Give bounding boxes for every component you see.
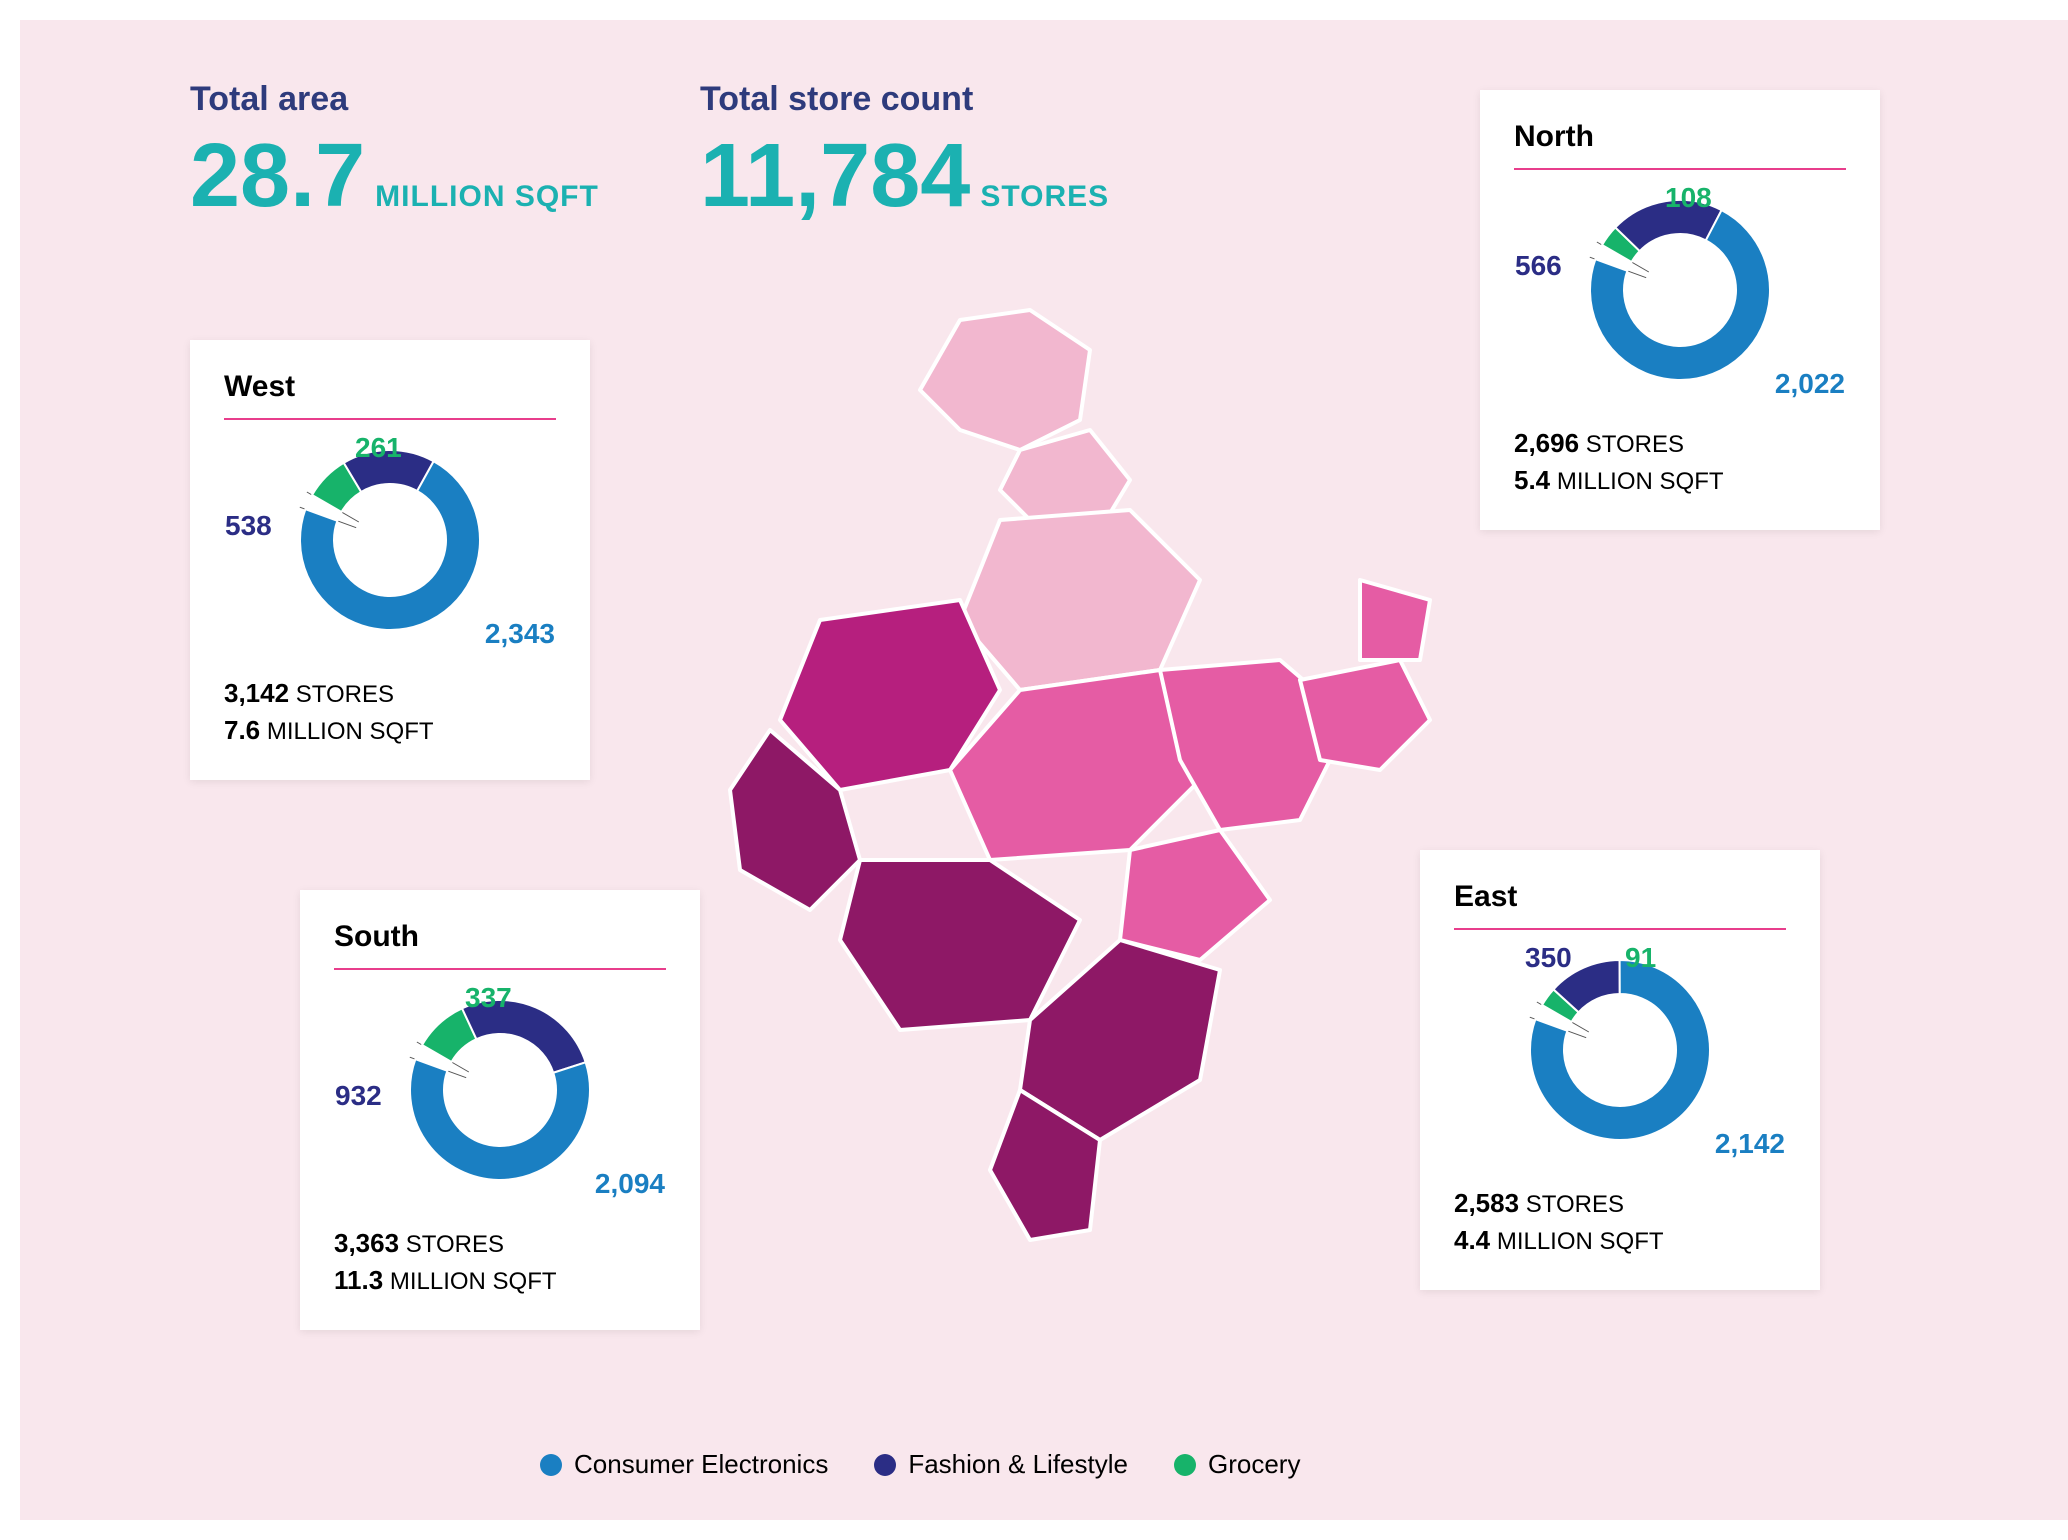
- stores-line: 2,696 STORES: [1514, 428, 1846, 459]
- donut-label-electronics: 2,094: [595, 1168, 665, 1200]
- total-area-value-row: 28.7 MILLION SQFT: [190, 131, 599, 221]
- region-card-east: East 2,142 350 91 2,583 STORES 4.4 MILLI…: [1420, 850, 1820, 1290]
- donut-chart: [1580, 190, 1780, 390]
- area-val: 4.4: [1454, 1225, 1490, 1255]
- region-card-south: South 2,094 932 337 3,363 STORES 11.3 MI…: [300, 890, 700, 1330]
- card-rule: [1514, 168, 1846, 170]
- area-line: 7.6 MILLION SQFT: [224, 715, 556, 746]
- area-unit: MILLION SQFT: [1497, 1228, 1664, 1255]
- donut-label-grocery: 108: [1665, 182, 1712, 214]
- stores-unit: STORES: [296, 681, 394, 708]
- total-area-label: Total area: [190, 80, 599, 119]
- stores-unit: STORES: [406, 1231, 504, 1258]
- total-store-unit: STORES: [980, 180, 1109, 214]
- legend-label: Fashion & Lifestyle: [908, 1449, 1128, 1480]
- donut-wrap-west: 2,343 538 261: [225, 440, 555, 660]
- india-map: [660, 300, 1440, 1260]
- area-val: 11.3: [334, 1265, 383, 1295]
- infographic-canvas: Total area 28.7 MILLION SQFT Total store…: [20, 20, 2068, 1520]
- total-store-value: 11,784: [700, 131, 970, 221]
- region-title: East: [1454, 880, 1786, 914]
- legend-dot-icon: [1174, 1454, 1196, 1476]
- region-title: South: [334, 920, 666, 954]
- stores-val: 3,363: [334, 1228, 399, 1258]
- area-unit: MILLION SQFT: [267, 718, 434, 745]
- area-val: 7.6: [224, 715, 260, 745]
- area-line: 11.3 MILLION SQFT: [334, 1265, 666, 1296]
- stores-line: 3,363 STORES: [334, 1228, 666, 1259]
- donut-label-electronics: 2,142: [1715, 1128, 1785, 1160]
- donut-chart: [1520, 950, 1720, 1150]
- donut-label-fashion: 566: [1515, 250, 1562, 282]
- region-card-north: North 2,022 566 108 2,696 STORES 5.4 MIL…: [1480, 90, 1880, 530]
- area-line: 4.4 MILLION SQFT: [1454, 1225, 1786, 1256]
- total-area-metric: Total area 28.7 MILLION SQFT: [190, 80, 599, 221]
- donut-label-grocery: 261: [355, 432, 402, 464]
- donut-wrap-north: 2,022 566 108: [1515, 190, 1845, 410]
- area-unit: MILLION SQFT: [390, 1268, 557, 1295]
- donut-label-fashion: 350: [1525, 942, 1572, 974]
- stores-val: 2,583: [1454, 1188, 1519, 1218]
- donut-chart: [290, 440, 490, 640]
- donut-chart: [400, 990, 600, 1190]
- area-line: 5.4 MILLION SQFT: [1514, 465, 1846, 496]
- region-title: West: [224, 370, 556, 404]
- legend-item-grocery: Grocery: [1174, 1449, 1300, 1480]
- legend: Consumer Electronics Fashion & Lifestyle…: [540, 1449, 1300, 1480]
- legend-item-fashion: Fashion & Lifestyle: [874, 1449, 1128, 1480]
- donut-label-fashion: 932: [335, 1080, 382, 1112]
- donut-label-grocery: 91: [1625, 942, 1656, 974]
- stores-val: 3,142: [224, 678, 289, 708]
- total-store-value-row: 11,784 STORES: [700, 131, 1109, 221]
- total-store-metric: Total store count 11,784 STORES: [700, 80, 1109, 221]
- donut-label-electronics: 2,343: [485, 618, 555, 650]
- card-rule: [334, 968, 666, 970]
- donut-wrap-south: 2,094 932 337: [335, 990, 665, 1210]
- legend-item-electronics: Consumer Electronics: [540, 1449, 828, 1480]
- donut-label-grocery: 337: [465, 982, 512, 1014]
- area-unit: MILLION SQFT: [1557, 468, 1724, 495]
- area-val: 5.4: [1514, 465, 1550, 495]
- donut-label-electronics: 2,022: [1775, 368, 1845, 400]
- donut-wrap-east: 2,142 350 91: [1455, 950, 1785, 1170]
- donut-label-fashion: 538: [225, 510, 272, 542]
- legend-dot-icon: [874, 1454, 896, 1476]
- stores-unit: STORES: [1526, 1191, 1624, 1218]
- legend-label: Consumer Electronics: [574, 1449, 828, 1480]
- total-store-label: Total store count: [700, 80, 1109, 119]
- total-area-unit: MILLION SQFT: [375, 180, 599, 214]
- stores-line: 2,583 STORES: [1454, 1188, 1786, 1219]
- card-rule: [1454, 928, 1786, 930]
- stores-val: 2,696: [1514, 428, 1579, 458]
- region-title: North: [1514, 120, 1846, 154]
- total-area-value: 28.7: [190, 131, 365, 221]
- region-card-west: West 2,343 538 261 3,142 STORES 7.6 MILL…: [190, 340, 590, 780]
- legend-dot-icon: [540, 1454, 562, 1476]
- legend-label: Grocery: [1208, 1449, 1300, 1480]
- card-rule: [224, 418, 556, 420]
- stores-unit: STORES: [1586, 431, 1684, 458]
- stores-line: 3,142 STORES: [224, 678, 556, 709]
